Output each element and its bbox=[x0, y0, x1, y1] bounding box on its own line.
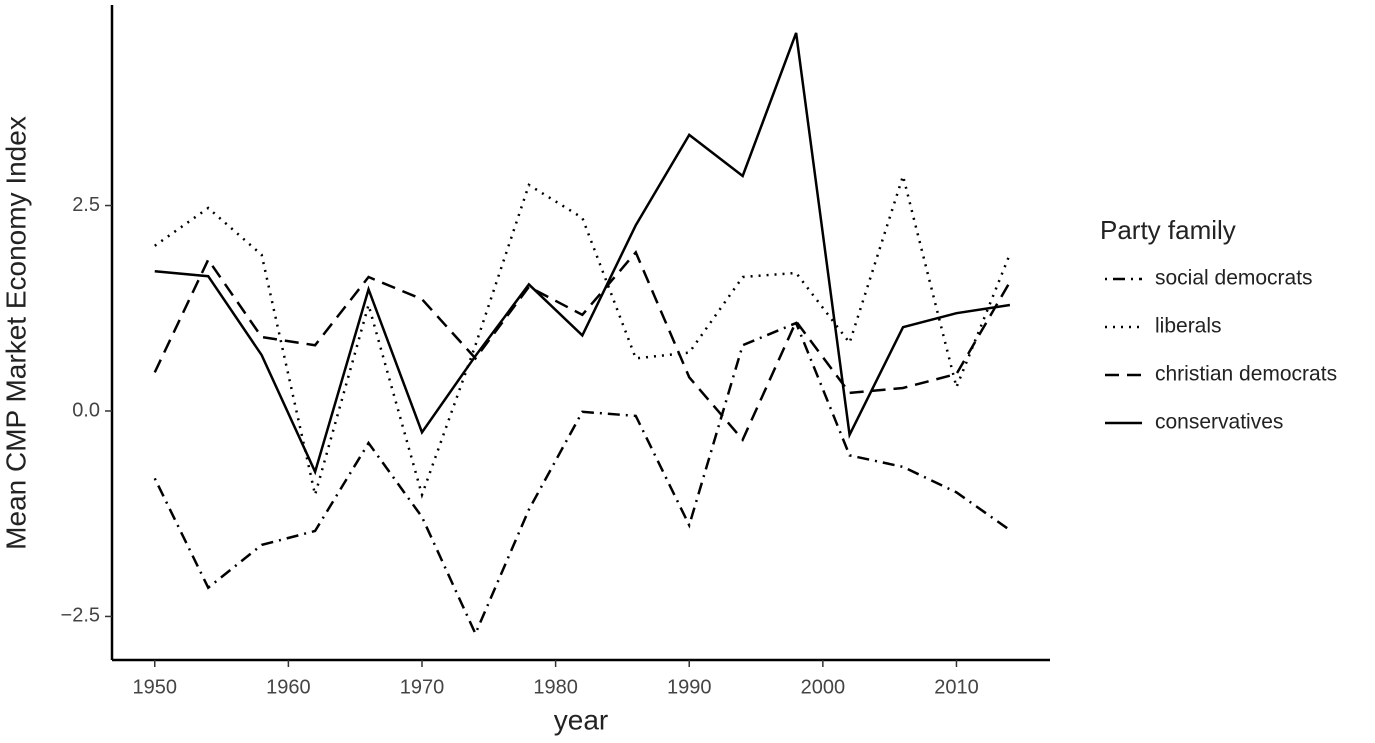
legend-label: christian democrats bbox=[1155, 363, 1337, 386]
x-tick-label: 1970 bbox=[400, 676, 445, 698]
y-axis-title: Mean CMP Market Economy Index bbox=[0, 116, 31, 550]
series-line bbox=[153, 250, 1011, 443]
y-tick-label: 2.5 bbox=[72, 194, 100, 216]
y-tick-label: 0.0 bbox=[72, 399, 100, 421]
legend-label: conservatives bbox=[1155, 411, 1283, 434]
legend-title: Party family bbox=[1100, 215, 1236, 245]
x-tick-label: 2010 bbox=[934, 676, 979, 698]
x-tick-label: 1990 bbox=[667, 676, 712, 698]
x-tick-label: 2000 bbox=[801, 676, 846, 698]
series-line bbox=[154, 32, 1011, 476]
legend-label: liberals bbox=[1155, 315, 1222, 338]
series-line bbox=[153, 321, 1011, 637]
series-line bbox=[154, 171, 1012, 499]
x-tick-label: 1960 bbox=[266, 676, 311, 698]
x-axis-title: year bbox=[554, 704, 608, 735]
x-tick-label: 1950 bbox=[133, 676, 178, 698]
x-tick-label: 1980 bbox=[533, 676, 578, 698]
y-tick-label: −2.5 bbox=[61, 605, 100, 627]
legend-label: social democrats bbox=[1155, 267, 1313, 290]
